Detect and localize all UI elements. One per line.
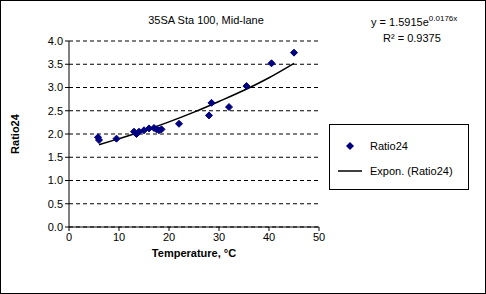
svg-text:1.5: 1.5	[48, 151, 63, 163]
svg-text:2.0: 2.0	[48, 128, 63, 140]
svg-text:Ratio24: Ratio24	[9, 113, 21, 154]
svg-text:1.0: 1.0	[48, 174, 63, 186]
html-text:Expon. (Ratio24): Expon. (Ratio24)	[370, 164, 453, 177]
html-text:y = 1.5915e0.0176x: y = 1.5915e0.0176x	[371, 14, 458, 28]
html-text:35SA Sta 100, Mid-lane: 35SA Sta 100, Mid-lane	[148, 14, 264, 26]
svg-text:4.0: 4.0	[48, 35, 63, 47]
svg-text:0: 0	[66, 231, 72, 243]
svg-text:40: 40	[263, 231, 275, 243]
svg-text:30: 30	[213, 231, 225, 243]
svg-text:Temperature, °C: Temperature, °C	[152, 247, 236, 259]
svg-text:20: 20	[163, 231, 175, 243]
svg-text:0.0: 0.0	[48, 221, 63, 233]
html-text:Ratio24: Ratio24	[370, 139, 408, 152]
svg-text:50: 50	[313, 231, 325, 243]
svg-text:0.5: 0.5	[48, 198, 63, 210]
svg-text:3.0: 3.0	[48, 81, 63, 93]
html-text:R² = 0.9375: R² = 0.9375	[383, 31, 441, 44]
svg-text:10: 10	[113, 231, 125, 243]
svg-text:3.5: 3.5	[48, 58, 63, 70]
svg-text:2.5: 2.5	[48, 105, 63, 117]
